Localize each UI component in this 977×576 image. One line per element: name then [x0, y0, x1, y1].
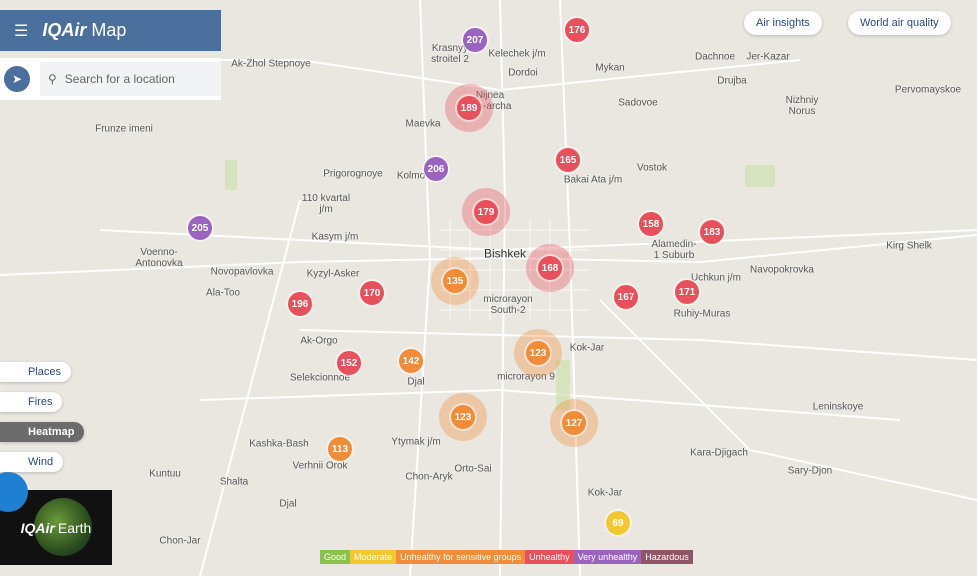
aqi-marker[interactable]: 207	[463, 28, 487, 52]
legend-item: Very unhealthy	[573, 550, 642, 564]
aqi-marker[interactable]: 205	[188, 216, 212, 240]
place-label: Uchkun j/m	[690, 272, 742, 284]
place-label: Krasnyy stroitel 2	[431, 43, 469, 65]
place-label: Dachnoe	[694, 51, 736, 63]
aqi-marker[interactable]: 127	[562, 411, 586, 435]
place-label: Ruhiy-Muras	[673, 308, 731, 320]
place-label: Kirg Shelk	[886, 240, 932, 252]
heatmap-toggle[interactable]: Heatmap	[0, 422, 85, 442]
wind-toggle[interactable]: Wind	[0, 452, 64, 472]
place-label: Ala-Too	[206, 287, 240, 299]
aqi-marker[interactable]: 123	[526, 341, 550, 365]
globe	[34, 498, 92, 556]
place-label: Alamedin- 1 Suburb	[651, 239, 697, 261]
place-label: Vostok	[636, 162, 668, 174]
legend-item: Hazardous	[641, 550, 693, 564]
aqi-marker[interactable]: 171	[675, 280, 699, 304]
place-label: Chon-Aryk	[405, 471, 453, 483]
earth-brand: IQAir	[20, 519, 55, 536]
header: ☰ IQAir Map	[0, 10, 221, 51]
place-label: Jer-Kazar	[746, 51, 790, 63]
places-toggle[interactable]: Places	[0, 362, 72, 382]
aqi-marker[interactable]: 170	[360, 281, 384, 305]
earth-product: Earth	[57, 519, 92, 536]
place-label: Pervomayskoe	[894, 84, 962, 96]
legend: Good Moderate Unhealthy for sensitive grou…	[320, 550, 693, 564]
place-label: Prigorognoye	[323, 168, 383, 180]
aqi-marker[interactable]: 196	[288, 292, 312, 316]
aqi-marker[interactable]: 142	[399, 349, 423, 373]
brand: IQAir	[42, 20, 87, 40]
place-label: Nijnea Ala-archa	[468, 90, 512, 112]
product: Map	[91, 20, 127, 40]
place-label: microrayon South-2	[483, 294, 533, 316]
place-label: Mykan	[595, 62, 625, 74]
place-label: Orto-Sai	[454, 463, 492, 475]
aqi-marker[interactable]: 176	[565, 18, 589, 42]
place-label: Nizhniy Norus	[785, 95, 819, 117]
aqi-marker[interactable]: 165	[556, 148, 580, 172]
aqi-marker[interactable]: 189	[457, 96, 481, 120]
place-label: Ak-Orgo	[300, 335, 338, 347]
aqi-marker[interactable]: 113	[328, 437, 352, 461]
place-label: Kok-Jar	[569, 342, 605, 354]
place-label: Kok-Jar	[587, 487, 623, 499]
aqi-marker[interactable]: 135	[443, 269, 467, 293]
world-air-quality-button[interactable]: World air quality	[848, 11, 951, 35]
place-label: Kara-Djigach	[690, 447, 748, 459]
place-label: Ytymak j/m	[391, 436, 441, 448]
place-label: Kuntuu	[149, 468, 181, 480]
aqi-marker[interactable]: 183	[700, 220, 724, 244]
place-label: Kashka-Bash	[249, 438, 309, 450]
aqi-marker[interactable]: 167	[614, 285, 638, 309]
place-label: Sadovoe	[618, 97, 658, 109]
aqi-marker[interactable]: 206	[424, 157, 448, 181]
search-placeholder: Search for a location	[64, 72, 175, 86]
place-label: Kasym j/m	[311, 231, 359, 243]
place-label: Shalta	[219, 476, 249, 488]
aqi-marker[interactable]: 179	[474, 200, 498, 224]
aqi-marker[interactable]: 152	[337, 351, 361, 375]
legend-item: Good	[320, 550, 351, 564]
legend-item: Unhealthy	[525, 550, 574, 564]
place-label: Novopavlovka	[210, 266, 274, 278]
place-label: Frunze imeni	[95, 123, 153, 135]
place-label: Kolmo	[396, 170, 426, 182]
aqi-marker[interactable]: 168	[538, 256, 562, 280]
place-label: Kelechek j/m	[488, 48, 546, 60]
air-insights-button[interactable]: Air insights	[744, 11, 822, 35]
place-label: microrayon 9	[497, 371, 555, 383]
place-label: Drujba	[717, 75, 747, 87]
place-label: Selekcionnoe	[289, 372, 351, 384]
place-label: Dordoi	[508, 67, 538, 79]
place-label: Navopokrovka	[750, 264, 814, 276]
place-label: Bakai Ata j/m	[563, 174, 623, 186]
locate-button[interactable]: ➤	[4, 66, 30, 92]
legend-item: Moderate	[350, 550, 397, 564]
search-bar: ➤ ⚲ Search for a location	[0, 58, 221, 100]
aqi-marker[interactable]: 123	[451, 405, 475, 429]
place-label: Verhnii Orok	[292, 460, 348, 472]
place-label: Bishkek	[483, 246, 527, 261]
place-label: Djal	[279, 498, 297, 510]
place-label: Maevka	[405, 118, 441, 130]
aqi-marker[interactable]: 158	[639, 212, 663, 236]
search-input[interactable]: ⚲ Search for a location	[40, 62, 221, 96]
place-label: Voenno- Antonovka	[135, 247, 183, 269]
menu-icon[interactable]: ☰	[14, 22, 29, 40]
place-label: Djal	[407, 376, 425, 388]
aqi-marker[interactable]: 69	[606, 511, 630, 535]
place-label: Leninskoye	[812, 401, 864, 413]
place-label: Ak-Zhol Stepnoye	[231, 58, 311, 70]
place-label: Chon-Jar	[159, 535, 201, 547]
fires-toggle[interactable]: Fires	[0, 392, 63, 412]
place-label: Sary-Djon	[787, 465, 833, 477]
place-label: Kyzyl-Asker	[306, 268, 360, 280]
place-label: 110 kvartal j/m	[301, 193, 351, 215]
legend-item: Unhealthy for sensitive groups	[396, 550, 526, 564]
